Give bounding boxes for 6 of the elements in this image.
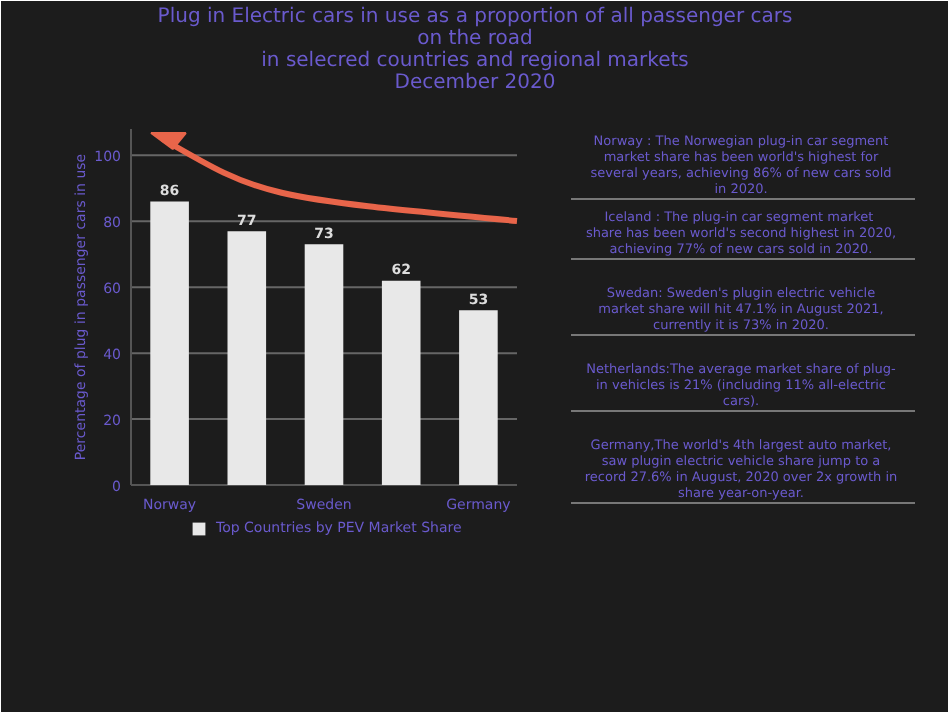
bar: [381, 280, 421, 485]
bar: [150, 201, 189, 485]
chart-subtitle: in selecred countries and regional markets December 2020: [261, 50, 689, 94]
bar: [459, 310, 498, 485]
bar: [304, 244, 344, 485]
bar: [227, 231, 267, 485]
